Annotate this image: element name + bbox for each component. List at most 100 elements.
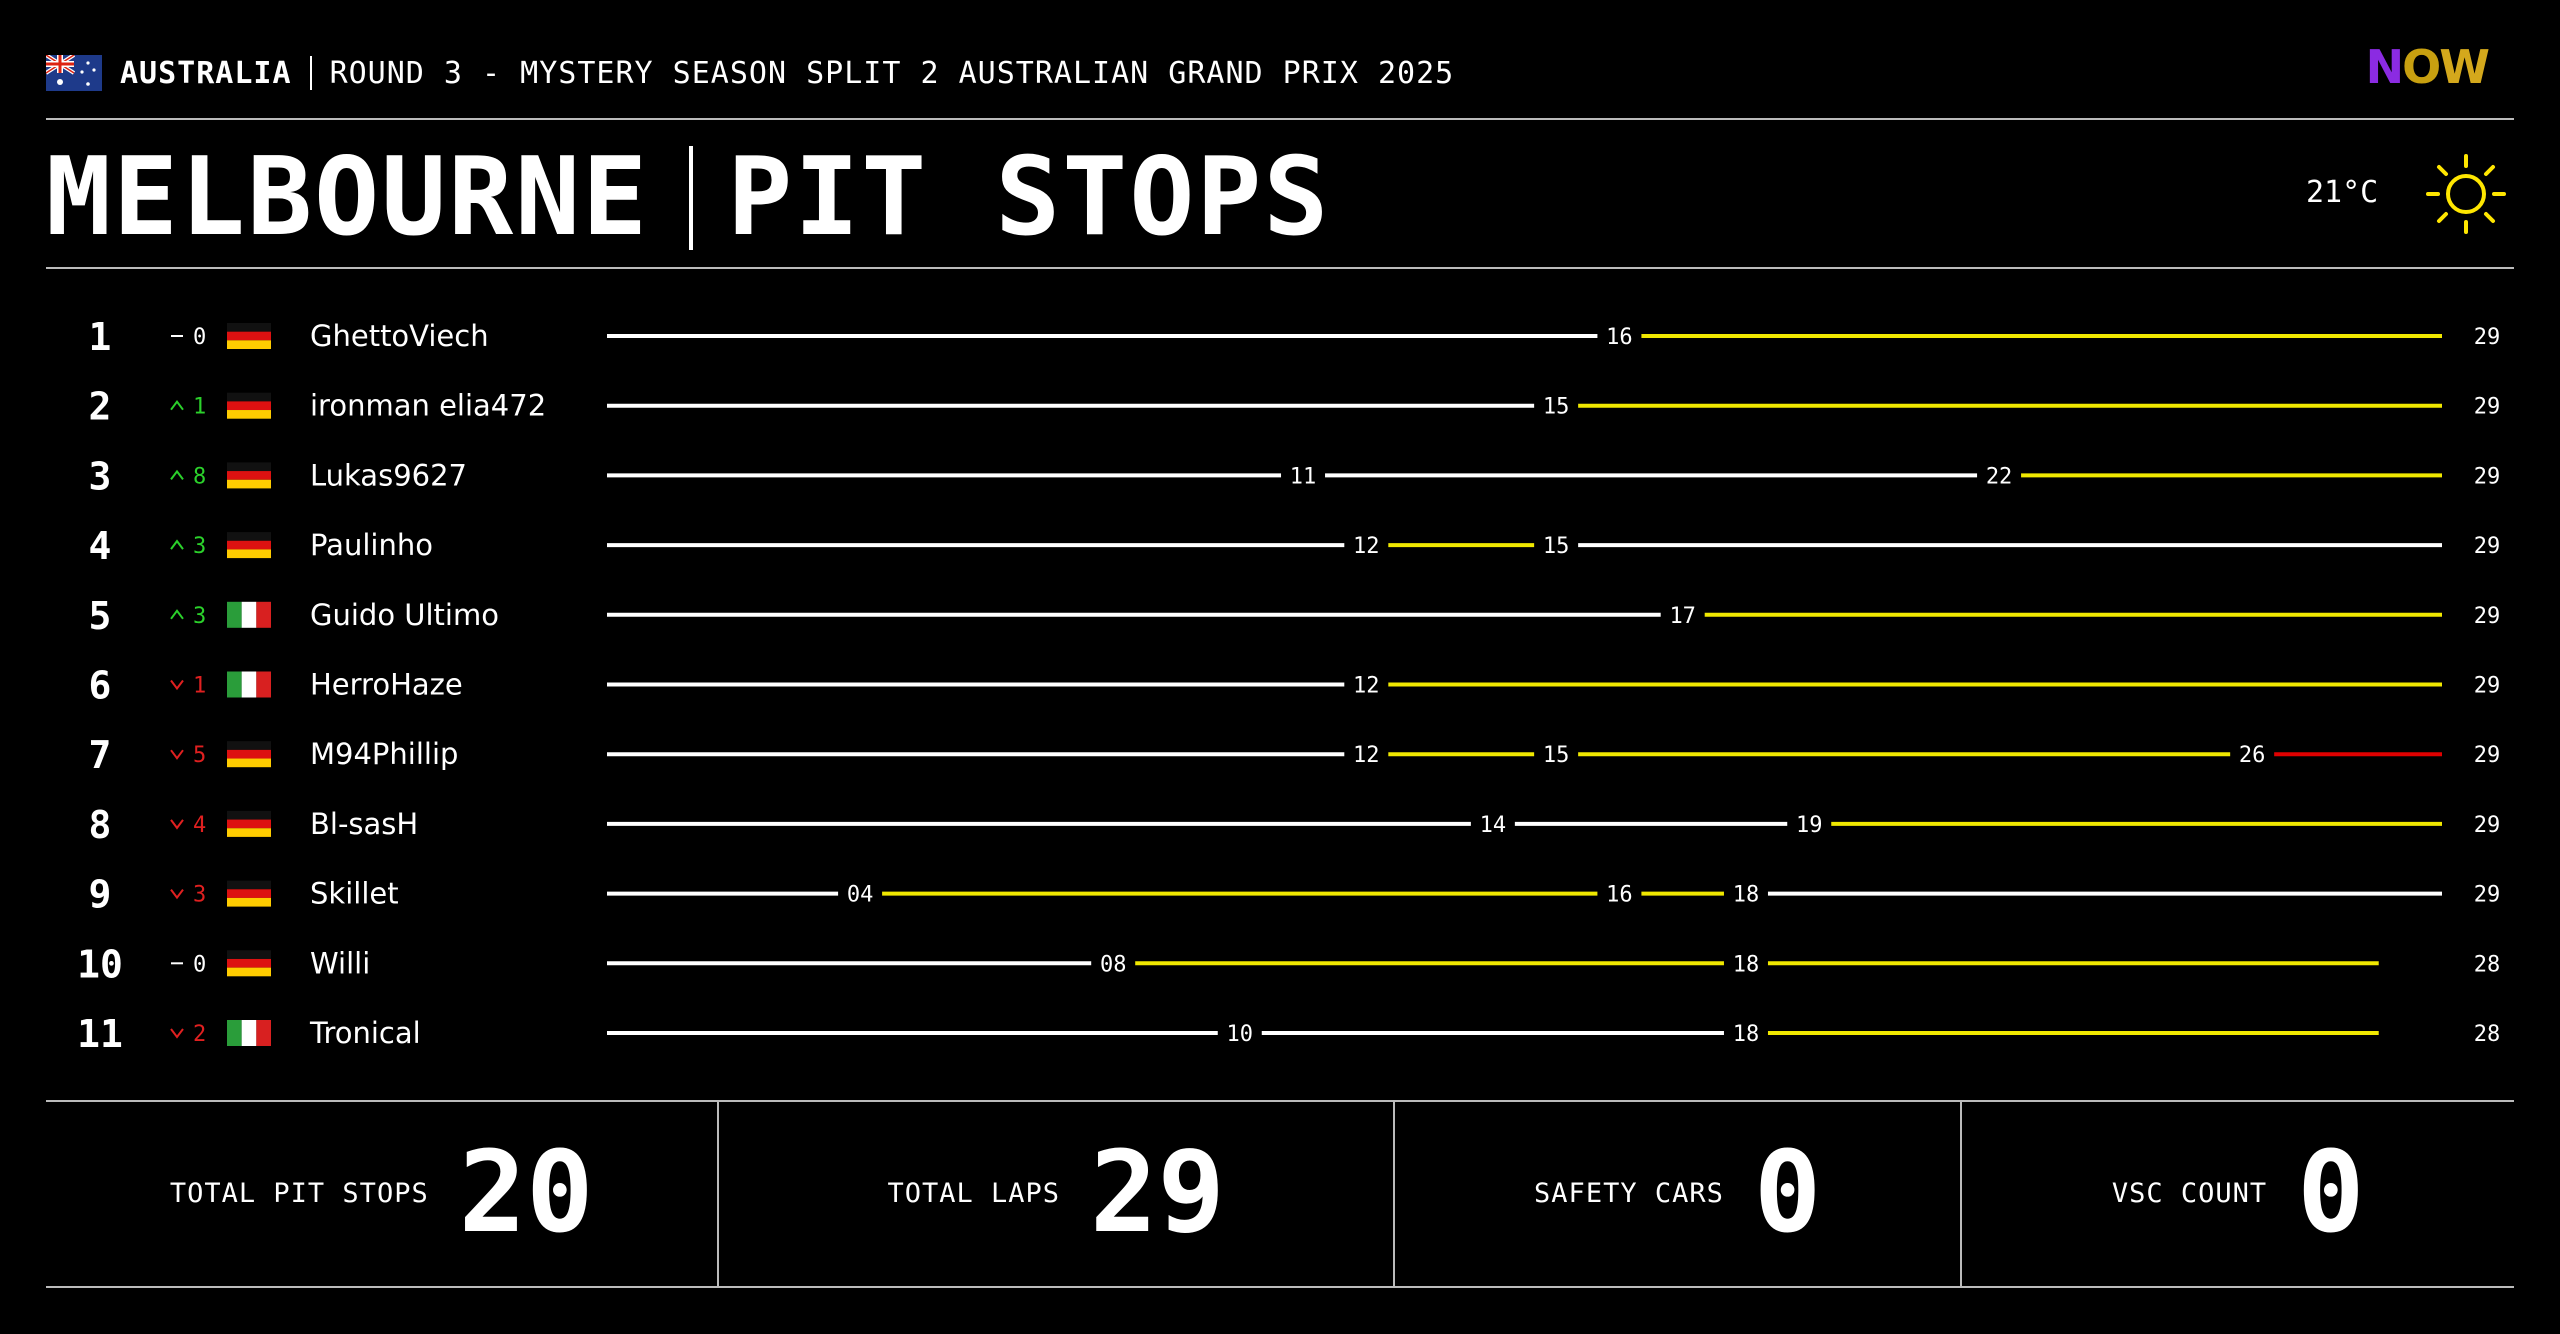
pit-lap-label: 15: [1543, 395, 1570, 420]
germany-flag-icon: [227, 741, 271, 768]
position-label: 2: [89, 385, 112, 429]
divider-top: [46, 118, 2514, 120]
position-change: 2: [193, 1022, 206, 1047]
pit-lap-label: 17: [1669, 604, 1696, 629]
pit-lap-label: 18: [1733, 883, 1760, 908]
position-label: 6: [89, 664, 112, 708]
driver-name: Willi: [310, 946, 370, 980]
stat-safety-cars: SAFETY CARS 0: [1395, 1100, 1963, 1286]
italy-flag-icon: [227, 601, 271, 628]
position-change: 0: [193, 952, 206, 977]
position-label: 5: [89, 594, 112, 638]
position-change: 3: [193, 883, 206, 908]
germany-flag-icon: [227, 950, 271, 977]
chart-row: 10 0 Willi 08 18 28: [77, 942, 2500, 986]
finish-lap-label: 29: [2474, 813, 2501, 838]
stat-label: SAFETY CARS: [1534, 1177, 1724, 1209]
chart-row: 7 5 M94Phillip 12 15 26 29: [89, 733, 2501, 777]
driver-name: Lukas9627: [310, 458, 467, 492]
driver-name: Skillet: [310, 877, 399, 911]
stat-label: TOTAL LAPS: [887, 1177, 1061, 1209]
pit-lap-label: 04: [847, 883, 874, 908]
chart-row: 4 3 Paulinho 12 15 29: [89, 524, 2501, 568]
stat-vsc-count: VSC COUNT 0: [1962, 1100, 2514, 1286]
finish-lap-label: 29: [2474, 604, 2501, 629]
chart-row: 3 8 Lukas9627 11 22 29: [89, 454, 2501, 498]
stat-total-laps: TOTAL LAPS 29: [719, 1100, 1395, 1286]
position-label: 11: [77, 1012, 123, 1056]
position-change: 5: [193, 743, 206, 768]
pit-lap-label: 18: [1733, 1022, 1760, 1047]
chart-row: 9 3 Skillet 04 16 18 29: [89, 873, 2501, 917]
divider-title: [46, 267, 2514, 269]
position-label: 3: [89, 454, 112, 498]
position-change: 3: [193, 534, 206, 559]
chart-row: 2 1 ironman elia472 15 29: [89, 385, 2501, 429]
pit-lap-label: 18: [1733, 952, 1760, 977]
finish-lap-label: 29: [2474, 743, 2501, 768]
position-change: 1: [193, 674, 206, 699]
germany-flag-icon: [227, 462, 271, 489]
position-change: 4: [193, 813, 206, 838]
driver-name: HerroHaze: [310, 668, 463, 702]
chart-row: 1 0 GhettoViech 16 29: [89, 315, 2501, 359]
finish-lap-label: 29: [2474, 325, 2501, 350]
australia-flag-icon: [46, 55, 102, 91]
country-name: AUSTRALIA: [120, 55, 292, 91]
stat-total-pit-stops: TOTAL PIT STOPS 20: [46, 1100, 720, 1286]
pit-lap-label: 11: [1290, 464, 1317, 489]
loss-arrow-icon: [170, 749, 184, 760]
driver-name: Paulinho: [310, 528, 433, 562]
chart-row: 5 3 Guido Ultimo 17 29: [89, 594, 2501, 638]
position-label: 8: [89, 803, 112, 847]
germany-flag-icon: [227, 532, 271, 559]
loss-arrow-icon: [170, 1028, 184, 1039]
gain-arrow-icon: [170, 609, 184, 620]
position-label: 7: [89, 733, 112, 777]
pit-lap-label: 12: [1353, 534, 1380, 559]
pit-lap-label: 16: [1606, 883, 1633, 908]
position-change: 3: [193, 604, 206, 629]
finish-lap-label: 28: [2474, 1022, 2501, 1047]
pit-stop-chart: 1 0 GhettoViech 16 292 1 ironman elia472 15 293 8…: [77, 315, 2501, 1056]
stat-value: 0: [2297, 1128, 2365, 1258]
loss-arrow-icon: [170, 679, 184, 691]
pit-lap-label: 14: [1480, 813, 1507, 838]
finish-lap-label: 29: [2474, 464, 2501, 489]
driver-name: M94Phillip: [310, 737, 458, 771]
position-change: 1: [193, 395, 206, 420]
position-change: 8: [193, 464, 206, 489]
gain-arrow-icon: [170, 539, 184, 550]
position-change: 0: [193, 325, 206, 350]
divider-stats-top: [46, 1100, 2514, 1102]
position-label: 4: [89, 524, 112, 568]
driver-name: Guido Ultimo: [310, 598, 499, 632]
position-label: 1: [89, 315, 112, 359]
pit-lap-label: 15: [1543, 534, 1570, 559]
pit-lap-label: 12: [1353, 743, 1380, 768]
italy-flag-icon: [227, 671, 271, 698]
round-title: ROUND 3 - MYSTERY SEASON SPLIT 2 AUSTRAL…: [329, 55, 1455, 91]
driver-name: Tronical: [309, 1016, 421, 1050]
chart-row: 6 1 HerroHaze 12 29: [89, 664, 2501, 708]
pit-lap-label: 26: [2239, 743, 2266, 768]
pit-lap-label: 10: [1227, 1022, 1254, 1047]
sun-icon: [2426, 154, 2506, 234]
stat-label: TOTAL PIT STOPS: [169, 1177, 429, 1209]
loss-arrow-icon: [170, 889, 184, 900]
position-label: 10: [77, 942, 123, 986]
round-header: AUSTRALIA ROUND 3 - MYSTERY SEASON SPLIT…: [46, 48, 1454, 98]
gain-arrow-icon: [170, 400, 184, 411]
pit-lap-label: 15: [1543, 743, 1570, 768]
germany-flag-icon: [227, 323, 271, 349]
stat-value: 0: [1753, 1128, 1822, 1258]
stat-value: 20: [458, 1128, 594, 1258]
chart-row: 8 4 Bl-sasH 14 19 29: [89, 803, 2501, 847]
title-divider: [689, 146, 694, 250]
temperature: 21°C: [2306, 175, 2379, 210]
driver-name: GhettoViech: [310, 319, 489, 353]
divider-bottom: [46, 1286, 2514, 1288]
now-logo: NOW: [2365, 40, 2490, 94]
pit-lap-label: 08: [1100, 952, 1127, 977]
finish-lap-label: 29: [2474, 534, 2501, 559]
